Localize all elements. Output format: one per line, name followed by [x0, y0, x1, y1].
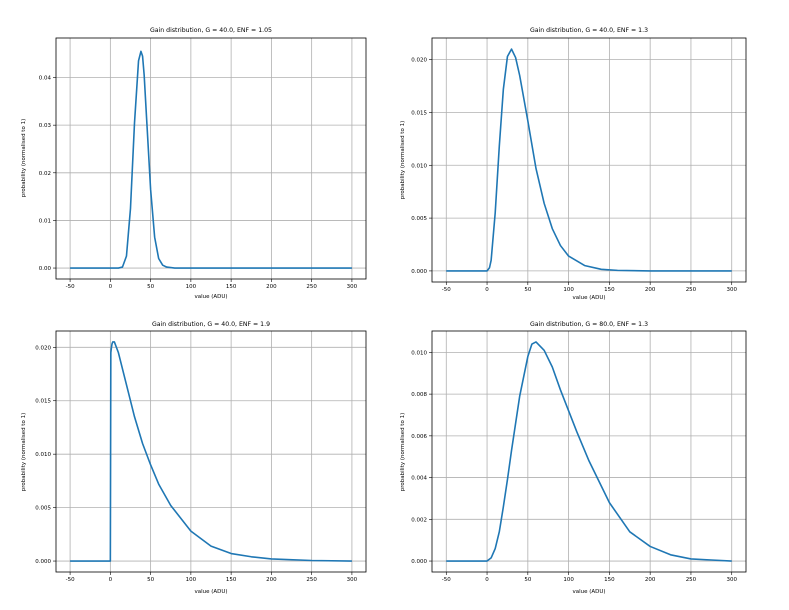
x-tick-label: 50 — [147, 284, 154, 290]
y-tick-label: 0.010 — [411, 350, 427, 356]
plot-area: -50 0 50 100 150 200 250 300 0.00 0.01 0.02 0.03 0.0… — [39, 37, 367, 290]
y-tick-label: 0.000 — [35, 559, 51, 565]
chart-3: Gain distribution, G = 40.0, ENF = 1.9 v… — [21, 321, 367, 595]
y-tick-label: 0.04 — [39, 76, 52, 82]
x-tick-label: 150 — [604, 287, 615, 293]
x-tick-label: 0 — [485, 577, 489, 583]
x-tick-label: 100 — [186, 284, 197, 290]
y-tick-label: 0.005 — [411, 216, 427, 222]
y-tick-label: 0.01 — [39, 218, 51, 224]
y-tick-label: 0.03 — [39, 123, 52, 129]
chart-title: Gain distribution, G = 80.0, ENF = 1.3 — [530, 321, 648, 328]
y-tick-label: 0.005 — [35, 506, 51, 512]
x-tick-label: 0 — [109, 284, 113, 290]
x-tick-label: 200 — [266, 284, 277, 290]
y-tick-label: 0.004 — [411, 476, 427, 482]
x-tick-label: 50 — [524, 577, 531, 583]
plot-area: -50 0 50 100 150 200 250 300 0.000 0.005 0.010 0.01… — [411, 37, 747, 293]
chart-title: Gain distribution, G = 40.0, ENF = 1.3 — [530, 27, 648, 34]
x-tick-label: 100 — [563, 287, 574, 293]
axes-frame — [55, 330, 367, 573]
x-tick-label: 100 — [186, 577, 197, 583]
y-tick-label: 0.015 — [411, 110, 427, 116]
x-tick-label: 100 — [563, 577, 574, 583]
y-tick-label: 0.010 — [35, 452, 51, 458]
y-tick-label: 0.002 — [411, 517, 427, 523]
x-tick-label: 300 — [726, 577, 737, 583]
plot-area: -50 0 50 100 150 200 250 300 0.000 0.005 0.010 0.01… — [35, 330, 367, 583]
x-tick-label: 250 — [306, 284, 317, 290]
x-tick-label: 300 — [347, 284, 358, 290]
x-axis-label: value (ADU) — [194, 294, 227, 300]
x-tick-label: 250 — [686, 287, 697, 293]
chart-panel-2: Gain distribution, G = 40.0, ENF = 1.3 v… — [394, 0, 789, 302]
axes-frame — [431, 37, 747, 283]
axes-frame — [431, 330, 747, 573]
y-axis-label: probability (normalised to 1) — [400, 413, 406, 491]
x-tick-label: -50 — [66, 577, 75, 583]
x-tick-label: 150 — [226, 577, 237, 583]
y-axis-label: probability (normalised to 1) — [21, 119, 27, 197]
chart-panel-3: Gain distribution, G = 40.0, ENF = 1.9 v… — [0, 302, 394, 605]
y-tick-label: 0.00 — [39, 266, 52, 272]
x-tick-label: -50 — [66, 284, 75, 290]
chart-panel-4: Gain distribution, G = 80.0, ENF = 1.3 v… — [394, 302, 789, 605]
series-line — [446, 48, 732, 272]
axes-frame — [55, 37, 367, 280]
chart-panel-1: Gain distribution, G = 40.0, ENF = 1.05 … — [0, 0, 394, 302]
y-axis-label: probability (normalised to 1) — [400, 121, 406, 199]
x-tick-label: 0 — [109, 577, 113, 583]
chart-4: Gain distribution, G = 80.0, ENF = 1.3 v… — [400, 321, 747, 595]
x-tick-label: 150 — [226, 284, 237, 290]
x-tick-label: 0 — [485, 287, 489, 293]
y-tick-label: 0.010 — [411, 163, 427, 169]
chart-title: Gain distribution, G = 40.0, ENF = 1.05 — [150, 27, 272, 34]
x-axis-label: value (ADU) — [572, 295, 605, 301]
x-tick-label: 200 — [645, 287, 656, 293]
x-tick-label: 50 — [147, 577, 154, 583]
x-tick-label: 250 — [686, 577, 697, 583]
y-tick-label: 0.008 — [411, 392, 427, 398]
chart-1: Gain distribution, G = 40.0, ENF = 1.05 … — [21, 27, 367, 300]
x-tick-label: 50 — [524, 287, 531, 293]
x-tick-label: 200 — [266, 577, 277, 583]
x-tick-label: -50 — [442, 287, 451, 293]
series-line — [70, 341, 352, 562]
chart-2: Gain distribution, G = 40.0, ENF = 1.3 v… — [400, 27, 747, 301]
x-axis-label: value (ADU) — [572, 589, 605, 595]
x-tick-label: 200 — [645, 577, 656, 583]
y-tick-label: 0.000 — [411, 559, 427, 565]
y-tick-label: 0.015 — [35, 399, 51, 405]
x-axis-label: value (ADU) — [194, 589, 227, 595]
y-axis-label: probability (normalised to 1) — [21, 413, 27, 491]
plot-area: -50 0 50 100 150 200 250 300 0.000 0.002 0.004 0.00… — [411, 330, 747, 583]
chart-title: Gain distribution, G = 40.0, ENF = 1.9 — [152, 321, 270, 328]
x-tick-label: -50 — [442, 577, 451, 583]
y-tick-label: 0.02 — [39, 171, 51, 177]
series-line — [446, 341, 732, 562]
y-tick-label: 0.000 — [411, 269, 427, 275]
y-tick-label: 0.006 — [411, 434, 427, 440]
x-tick-label: 150 — [604, 577, 615, 583]
series-line — [70, 50, 352, 269]
x-tick-label: 300 — [347, 577, 358, 583]
y-tick-label: 0.020 — [411, 58, 427, 64]
x-tick-label: 250 — [306, 577, 317, 583]
y-tick-label: 0.020 — [35, 345, 51, 351]
x-tick-label: 300 — [726, 287, 737, 293]
